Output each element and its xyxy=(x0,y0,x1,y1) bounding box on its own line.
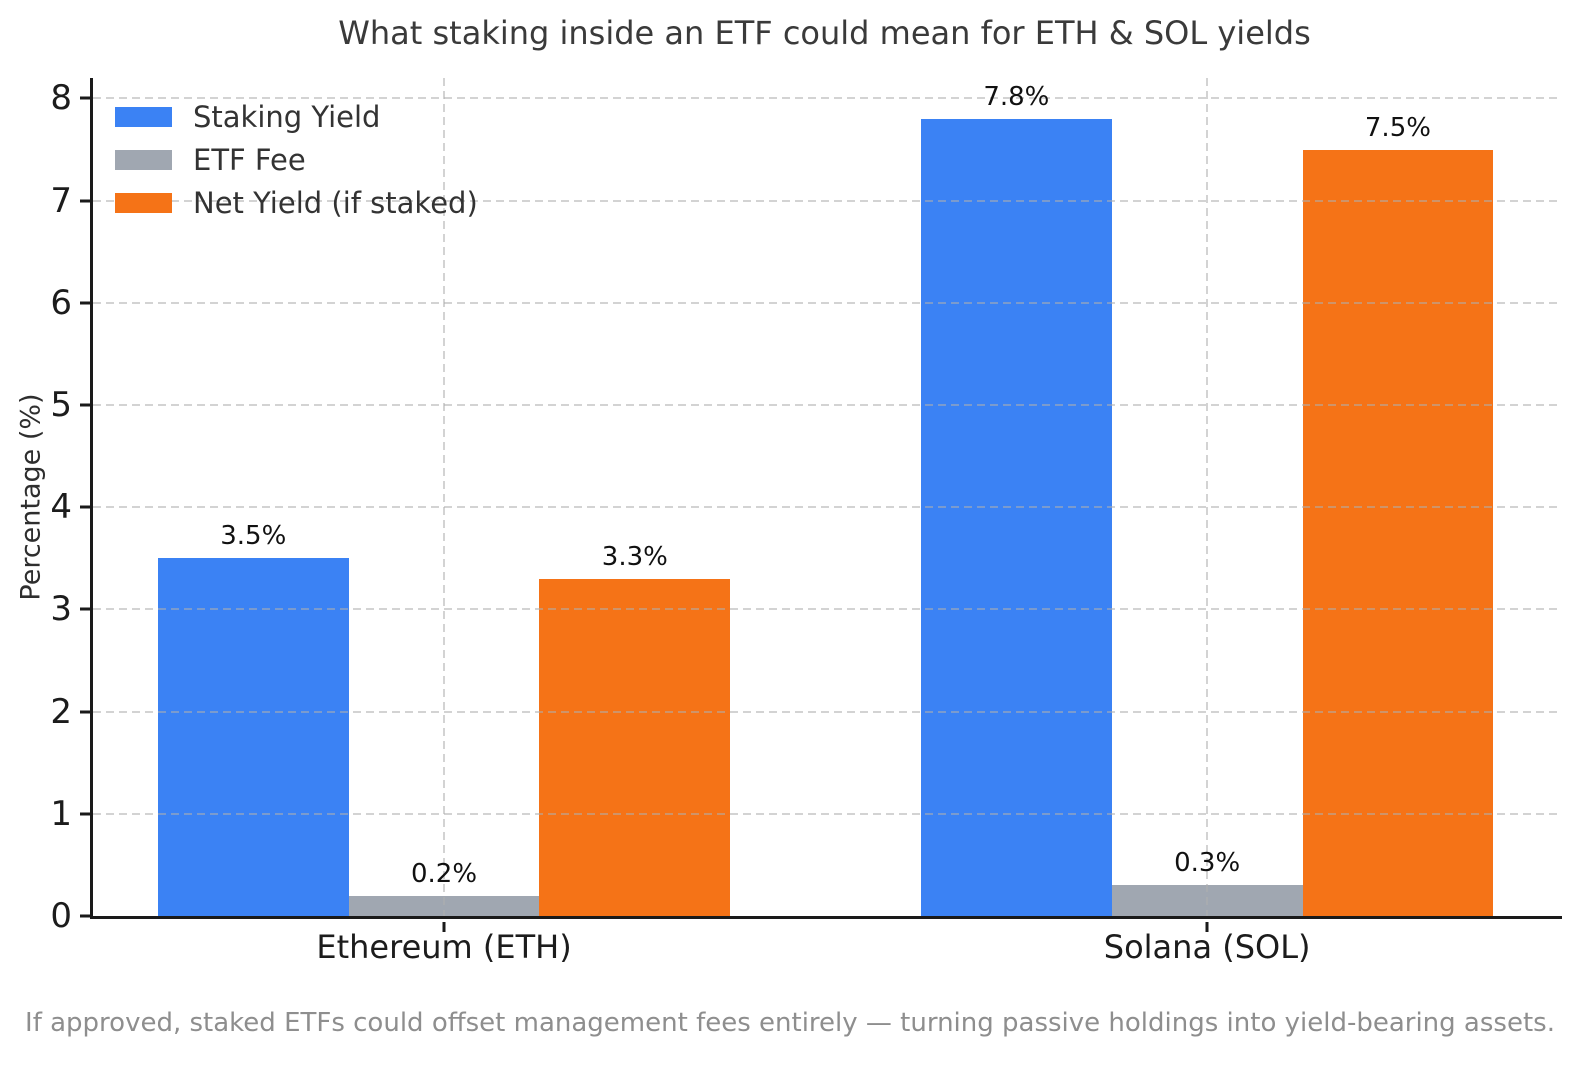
gridline xyxy=(93,710,1562,713)
bar xyxy=(920,118,1112,916)
legend-swatch-etf-fee xyxy=(115,150,172,170)
bar-value-label: 3.5% xyxy=(220,521,287,552)
legend-item-net-yield: Net Yield (if staked) xyxy=(115,186,478,220)
legend: Staking Yield ETF Fee Net Yield (if stak… xyxy=(115,100,478,220)
legend-swatch-net-yield xyxy=(115,193,172,213)
y-tick-label: 6 xyxy=(50,282,72,323)
y-tick xyxy=(80,301,90,305)
x-tick xyxy=(1205,922,1209,932)
bar-value-label: 7.5% xyxy=(1364,112,1431,143)
y-tick-label: 7 xyxy=(50,180,72,221)
bar-value-label: 3.3% xyxy=(601,541,668,572)
legend-label: Net Yield (if staked) xyxy=(193,186,478,220)
bar-value-label: 0.2% xyxy=(411,858,478,889)
chart-title: What staking inside an ETF could mean fo… xyxy=(338,14,1311,52)
y-tick xyxy=(80,403,90,407)
gridline xyxy=(443,78,446,916)
footnote: If approved, staked ETFs could offset ma… xyxy=(25,1008,1555,1038)
legend-label: Staking Yield xyxy=(193,100,381,134)
bar xyxy=(539,578,731,916)
gridline xyxy=(93,812,1562,815)
y-tick xyxy=(80,96,90,100)
legend-swatch-staking-yield xyxy=(115,107,172,127)
y-tick-label: 5 xyxy=(50,385,72,426)
x-tick xyxy=(442,922,446,932)
y-axis-label: Percentage (%) xyxy=(15,393,47,601)
bar xyxy=(157,558,349,916)
y-tick xyxy=(80,607,90,611)
bar-value-label: 0.3% xyxy=(1174,848,1241,879)
bar-value-label: 7.8% xyxy=(983,81,1050,112)
plot-area: Staking Yield ETF Fee Net Yield (if stak… xyxy=(50,78,1562,966)
y-tick-label: 1 xyxy=(50,793,72,834)
gridline xyxy=(1206,78,1209,916)
gridline xyxy=(93,404,1562,407)
x-category-label: Ethereum (ETH) xyxy=(316,928,572,966)
gridline xyxy=(93,301,1562,304)
y-tick xyxy=(80,914,90,918)
y-tick-label: 3 xyxy=(50,589,72,630)
legend-item-etf-fee: ETF Fee xyxy=(115,143,478,177)
gridline xyxy=(93,506,1562,509)
y-tick xyxy=(80,505,90,509)
y-tick xyxy=(80,710,90,714)
gridline xyxy=(93,608,1562,611)
y-tick-label: 2 xyxy=(50,691,72,732)
y-tick-label: 4 xyxy=(50,487,72,528)
gridline xyxy=(93,97,1562,100)
x-category-label: Solana (SOL) xyxy=(1103,928,1311,966)
y-tick-label: 8 xyxy=(50,78,72,119)
bar xyxy=(1302,149,1494,916)
legend-item-staking-yield: Staking Yield xyxy=(115,100,478,134)
y-tick-label: 0 xyxy=(50,896,72,936)
gridline xyxy=(93,199,1562,202)
y-tick xyxy=(80,199,90,203)
y-tick xyxy=(80,812,90,816)
legend-label: ETF Fee xyxy=(193,143,306,177)
